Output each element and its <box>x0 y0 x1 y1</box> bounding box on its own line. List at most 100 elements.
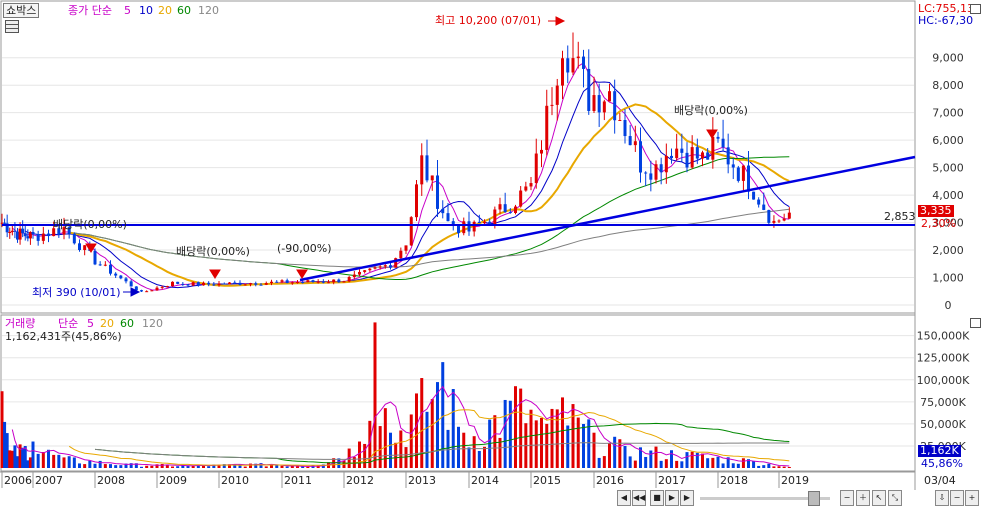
stock-name-box[interactable]: 쇼박스 <box>3 3 40 18</box>
candle-body <box>767 209 771 223</box>
price-tick-label: 9,000 <box>932 52 964 65</box>
candle-body <box>477 221 481 223</box>
volume-bar <box>483 446 486 468</box>
maximize-icon[interactable] <box>970 4 981 14</box>
scroll-thumb[interactable] <box>808 491 820 506</box>
volume-bar <box>83 464 87 468</box>
volume-bar <box>670 450 673 468</box>
volume-tick-label: 150,000K <box>917 330 970 343</box>
volume-maximize-icon[interactable] <box>970 318 981 328</box>
candle-body <box>186 284 190 286</box>
volume-bar <box>358 441 361 468</box>
candle-body <box>47 233 50 237</box>
current-volume-ratio: 45,86% <box>921 457 963 470</box>
volume-bar <box>119 465 123 468</box>
volume-bar <box>503 399 507 468</box>
candle-body <box>685 152 689 168</box>
candle-body <box>618 120 622 122</box>
volume-bar <box>404 447 408 468</box>
zoom-out-icon[interactable]: − <box>840 490 854 506</box>
plus-icon[interactable]: + <box>965 490 979 506</box>
volume-bar <box>540 418 543 468</box>
volume-bar <box>618 439 622 468</box>
volume-bar <box>747 459 750 468</box>
candle-body <box>462 221 466 234</box>
candle-body <box>498 204 502 210</box>
candle-body <box>62 227 66 235</box>
year-tick-label: 2015 <box>533 474 561 487</box>
candle-body <box>420 155 424 185</box>
candle-body <box>701 152 704 159</box>
scroll-left-icon[interactable]: ◀ <box>617 490 631 506</box>
volume-bar <box>571 404 575 468</box>
candle-body <box>399 250 403 259</box>
date-readout: 03/04 <box>924 474 956 487</box>
restore-icon[interactable]: ⤡ <box>888 490 902 506</box>
volume-bar <box>597 457 601 468</box>
volume-bar <box>680 461 684 468</box>
candle-body <box>524 186 528 191</box>
candle-body <box>777 220 781 222</box>
volume-bar <box>52 454 56 468</box>
volume-bar <box>321 464 325 468</box>
candle-body <box>726 147 730 165</box>
scroll-right-icon[interactable]: ▶ <box>680 490 694 506</box>
candle-body <box>550 104 554 106</box>
volume-bar <box>109 464 112 468</box>
volume-bar <box>716 456 720 468</box>
down-icon[interactable]: ⇩ <box>935 490 949 506</box>
volume-bar <box>202 465 205 468</box>
candle-body <box>28 231 32 239</box>
candle-body <box>493 209 497 225</box>
candle-body <box>140 290 143 292</box>
volume-bar <box>306 466 310 468</box>
candle-body <box>16 231 19 240</box>
volume-bar <box>212 464 216 468</box>
volume-bar <box>399 430 403 468</box>
rewind-icon[interactable]: ◀◀ <box>632 490 646 506</box>
volume-bar <box>352 457 356 468</box>
volume-bar <box>28 457 32 468</box>
volume-summary: 1,162,431주(45,86%) <box>5 330 122 343</box>
volume-bar <box>18 444 22 468</box>
volume-bar <box>134 463 138 468</box>
candle-body <box>264 283 268 285</box>
volume-bar <box>176 466 180 468</box>
volume-bar <box>181 465 185 468</box>
price-tick-label: 5,000 <box>932 162 964 175</box>
candle-body <box>762 204 766 210</box>
volume-tick-label: 75,000K <box>920 396 966 409</box>
minus-icon[interactable]: − <box>950 490 964 506</box>
scroll-track[interactable] <box>700 497 830 500</box>
volume-bar <box>270 465 273 468</box>
volume-ma-label: 단순 <box>58 317 79 330</box>
candle-body <box>628 136 632 146</box>
candle-body <box>483 221 486 223</box>
candle-body <box>675 148 679 159</box>
candle-body <box>721 138 725 148</box>
candle-body <box>639 141 642 173</box>
volume-bar <box>701 453 704 468</box>
volume-bar <box>582 423 585 468</box>
zoom-in-icon[interactable]: ＋ <box>856 490 870 506</box>
volume-moving-average-line <box>11 385 790 467</box>
hc-label: HC:-67,30 <box>918 14 974 27</box>
volume-bar <box>347 448 351 468</box>
volume-bar <box>140 466 143 468</box>
volume-bar <box>3 421 7 468</box>
play-icon[interactable]: ▶ <box>665 490 679 506</box>
candle-body <box>394 258 398 268</box>
candle-body <box>566 58 570 73</box>
volume-bar <box>57 454 61 468</box>
trend-line[interactable] <box>299 155 916 282</box>
cursor-icon[interactable]: ↖ <box>872 490 886 506</box>
volume-bar <box>389 432 392 468</box>
candle-body <box>608 91 611 102</box>
price-tick-label: 3,000 <box>932 217 964 230</box>
moving-average-line <box>25 81 790 289</box>
table-icon[interactable] <box>5 20 19 33</box>
stop-icon[interactable]: ■ <box>650 490 664 506</box>
volume-bar <box>301 466 305 468</box>
volume-bar <box>462 432 466 468</box>
